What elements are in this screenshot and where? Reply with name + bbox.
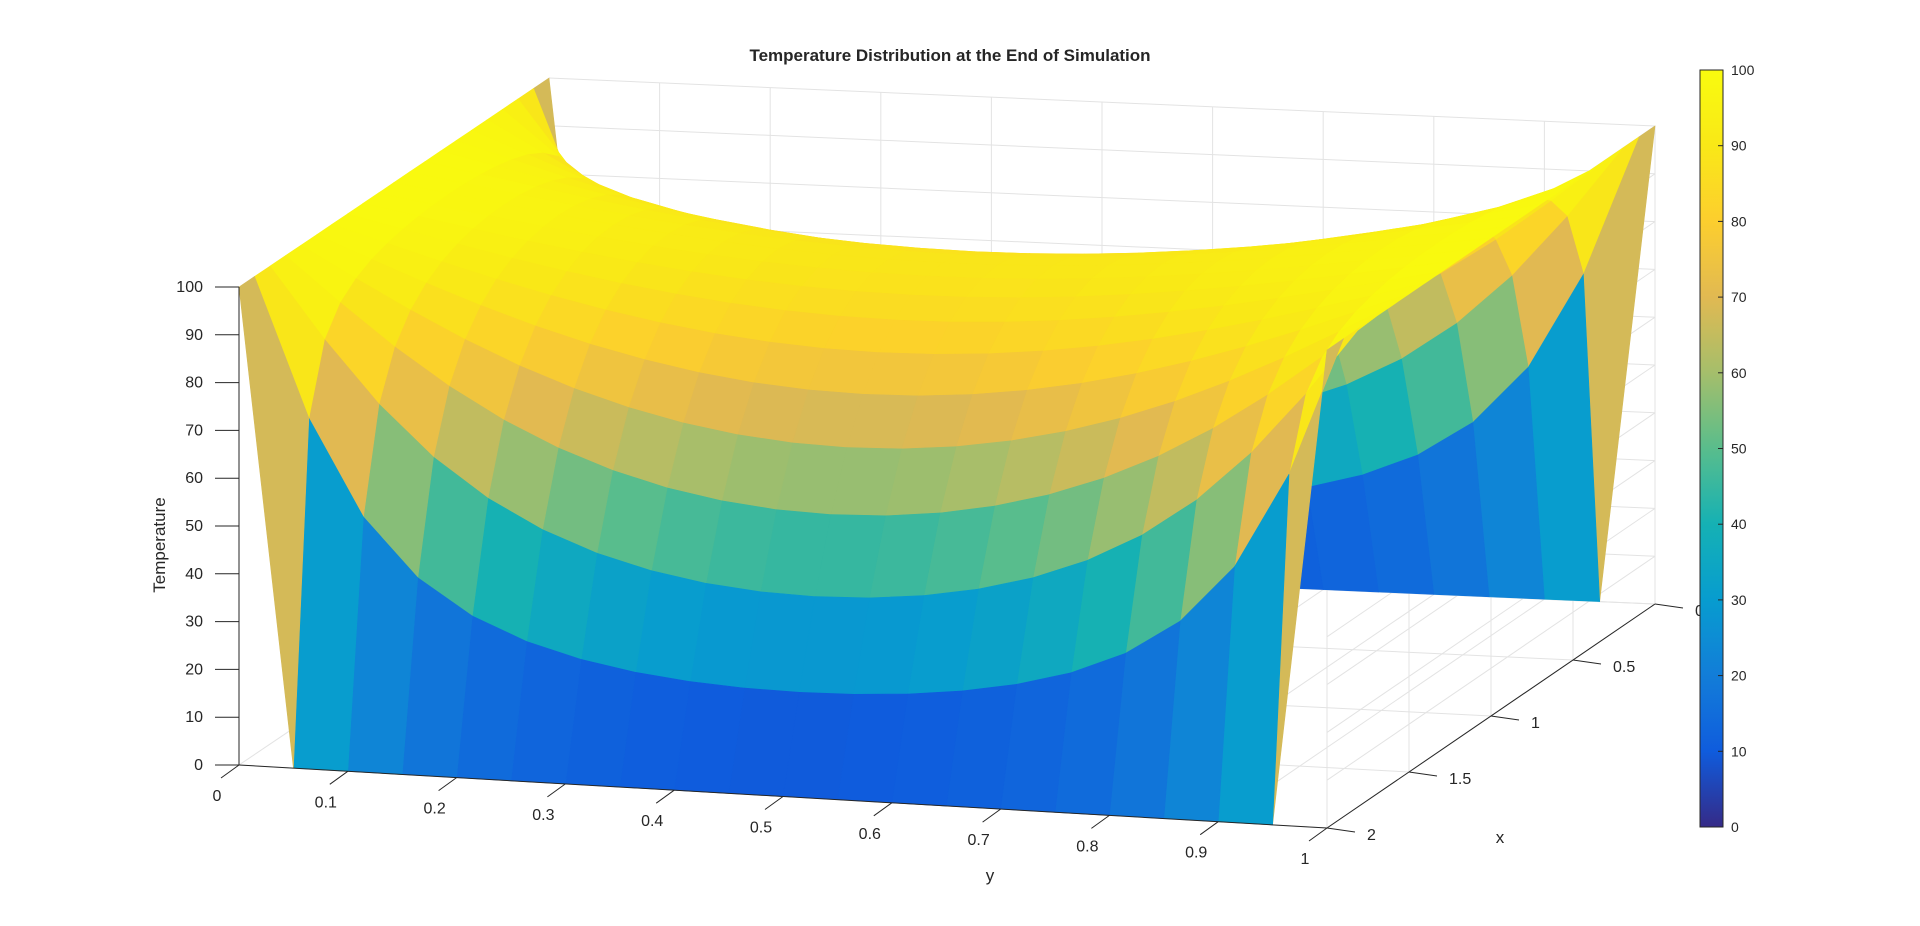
y-tick bbox=[982, 808, 1001, 823]
y-tick-label: 0.6 bbox=[859, 826, 881, 843]
x-tick bbox=[1572, 659, 1602, 665]
x-tick bbox=[1408, 771, 1438, 777]
z-tick-label: 60 bbox=[185, 470, 203, 487]
y-tick bbox=[220, 764, 240, 779]
y-tick bbox=[1199, 821, 1219, 836]
colorbar-tick-label: 40 bbox=[1731, 516, 1747, 532]
y-tick-label: 0.8 bbox=[1076, 838, 1098, 855]
x-tick-label: 1.5 bbox=[1449, 771, 1471, 788]
x-tick bbox=[1326, 827, 1356, 833]
y-tick-label: 0 bbox=[213, 788, 222, 805]
colorbar-tick-label: 50 bbox=[1731, 441, 1747, 457]
colorbar-tick-label: 70 bbox=[1731, 289, 1747, 305]
z-tick-label: 90 bbox=[185, 327, 203, 344]
y-axis-label: y bbox=[986, 866, 995, 885]
x-tick bbox=[1654, 603, 1684, 609]
z-tick-label: 40 bbox=[185, 566, 203, 583]
colorbar-tick-label: 80 bbox=[1731, 213, 1747, 229]
colorbar-tick-label: 30 bbox=[1731, 592, 1747, 608]
y-tick-label: 0.4 bbox=[641, 813, 663, 830]
colorbar-tick-label: 20 bbox=[1731, 668, 1747, 684]
y-tick bbox=[547, 783, 566, 798]
z-tick-label: 20 bbox=[185, 661, 203, 678]
colorbar-tick-label: 60 bbox=[1731, 365, 1747, 381]
y-tick-label: 0.5 bbox=[750, 820, 772, 837]
y-tick bbox=[1091, 814, 1110, 829]
y-tick bbox=[873, 802, 893, 817]
y-tick bbox=[438, 777, 457, 792]
z-tick-label: 30 bbox=[185, 614, 203, 631]
z-tick-label: 80 bbox=[185, 375, 203, 392]
z-tick-label: 70 bbox=[185, 422, 203, 439]
y-tick bbox=[655, 789, 675, 804]
x-tick bbox=[1490, 715, 1520, 721]
y-tick-label: 0.2 bbox=[423, 801, 445, 818]
y-tick-label: 0.1 bbox=[315, 794, 337, 811]
colorbar-tick-label: 0 bbox=[1731, 819, 1739, 835]
colorbar-tick-label: 10 bbox=[1731, 743, 1747, 759]
x-tick-label: 2 bbox=[1367, 827, 1376, 844]
z-tick-label: 50 bbox=[185, 518, 203, 535]
y-tick-label: 1 bbox=[1301, 851, 1310, 868]
y-tick bbox=[1308, 827, 1328, 842]
surface-plot bbox=[238, 77, 1656, 826]
colorbar-tick-label: 90 bbox=[1731, 138, 1747, 154]
z-tick-label: 100 bbox=[176, 279, 203, 296]
y-tick-label: 0.9 bbox=[1185, 845, 1207, 862]
z-tick-label: 10 bbox=[185, 709, 203, 726]
x-tick-label: 1 bbox=[1531, 715, 1540, 732]
x-axis-label: x bbox=[1496, 828, 1505, 847]
colorbar: 0 10 20 30 40 50 60 70 80 90 100 bbox=[1699, 62, 1755, 835]
z-tick-label: 0 bbox=[194, 757, 203, 774]
y-tick bbox=[329, 770, 349, 785]
y-tick-label: 0.3 bbox=[532, 807, 554, 824]
x-tick-label: 0.5 bbox=[1613, 659, 1635, 676]
y-tick bbox=[764, 796, 784, 810]
colorbar-tick-label: 100 bbox=[1731, 62, 1755, 78]
y-tick-label: 0.7 bbox=[967, 832, 989, 849]
chart-title: Temperature Distribution at the End of S… bbox=[749, 46, 1150, 65]
z-axis-label: Temperature bbox=[150, 497, 169, 592]
axes: 0 10 20 30 40 50 60 70 80 90 100 0 0.1 0.2 0.3 0.4 0.5 0.… bbox=[176, 279, 1704, 868]
